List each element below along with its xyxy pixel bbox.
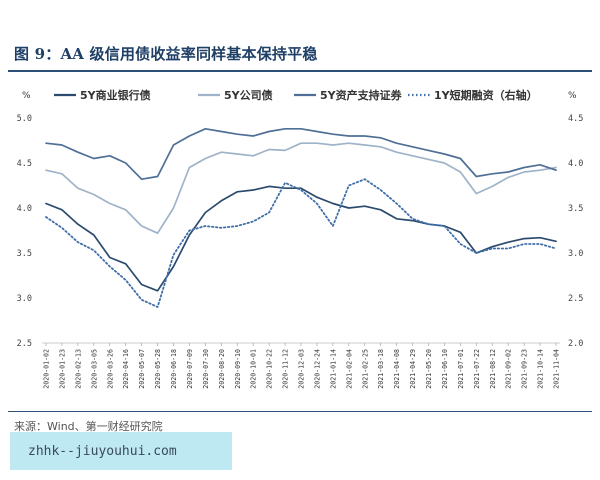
x-tick-label: 2021-07-22 xyxy=(473,349,481,389)
series-line-3 xyxy=(45,127,557,181)
x-tick-label: 2020-12-24 xyxy=(313,349,321,389)
series-line-4 xyxy=(45,178,557,308)
x-tick-label: 2021-08-12 xyxy=(489,349,497,389)
x-tick-label: 2020-07-09 xyxy=(186,349,194,389)
series-layer xyxy=(45,127,557,308)
watermark: zhhk--jiuyouhui.com xyxy=(10,432,232,470)
right-tick-label: 2.5 xyxy=(568,294,583,304)
x-tick-label: 2021-09-02 xyxy=(505,349,513,389)
legend-label: 1Y短期融资（右轴） xyxy=(434,88,538,102)
left-tick-label: 4.0 xyxy=(17,204,32,214)
right-y-axis: 4.5 4.0 3.5 3.0 2.5 2.0 xyxy=(568,114,583,349)
left-axis-unit: % xyxy=(22,91,31,101)
x-tick-label: 2021-02-04 xyxy=(345,349,353,389)
left-y-axis: 5.0 4.5 4.0 3.5 3.0 2.5 xyxy=(17,114,32,349)
x-tick-label: 2020-05-28 xyxy=(154,349,162,389)
x-tick-label: 2021-09-23 xyxy=(521,349,529,389)
x-tick-label: 2021-02-25 xyxy=(361,349,369,389)
source-divider xyxy=(8,411,592,412)
x-tick-label: 2021-05-20 xyxy=(425,349,433,389)
x-axis: 2020-01-02 2020-01-23 2020-02-13 2020-03-05… xyxy=(43,343,561,389)
line-chart: 5Y商业银行债 5Y公司债 5Y资产支持证券 1Y短期融资（右轴） % % 5.0 4.… xyxy=(17,88,584,389)
x-tick-label: 2020-01-02 xyxy=(43,349,51,389)
x-tick-label: 2020-12-03 xyxy=(298,349,306,389)
right-tick-label: 4.0 xyxy=(568,159,583,169)
x-tick-label: 2020-07-30 xyxy=(202,349,210,389)
legend-label: 5Y商业银行债 xyxy=(80,88,151,102)
x-tick-label: 2020-04-16 xyxy=(122,349,130,389)
x-tick-label: 2020-03-26 xyxy=(106,349,114,389)
x-tick-label: 2021-01-14 xyxy=(329,349,337,389)
source-note: 来源：Wind、第一财经研究院 xyxy=(14,420,163,433)
x-tick-label: 2020-09-10 xyxy=(234,349,242,389)
x-tick-label: 2020-08-20 xyxy=(218,349,226,389)
legend-label: 5Y资产支持证券 xyxy=(320,88,403,102)
series-line-1 xyxy=(45,185,557,292)
legend-label: 5Y公司债 xyxy=(224,88,273,102)
x-tick-label: 2020-02-13 xyxy=(74,349,82,389)
x-tick-label: 2020-06-18 xyxy=(170,349,178,389)
x-tick-label: 2021-04-08 xyxy=(393,349,401,389)
title-divider xyxy=(8,70,592,72)
left-tick-label: 4.5 xyxy=(17,159,32,169)
x-tick-label: 2021-04-29 xyxy=(409,349,417,389)
x-tick-label: 2020-10-01 xyxy=(250,349,258,389)
x-tick-label: 2021-03-18 xyxy=(377,349,385,389)
series-line-2 xyxy=(45,142,557,235)
right-axis-unit: % xyxy=(568,91,577,101)
x-tick-label: 2020-03-05 xyxy=(90,349,98,389)
x-tick-label: 2020-01-23 xyxy=(58,349,66,389)
left-tick-label: 2.5 xyxy=(17,339,32,349)
x-tick-label: 2021-10-14 xyxy=(537,349,545,389)
left-tick-label: 3.5 xyxy=(17,249,32,259)
right-tick-label: 3.0 xyxy=(568,249,583,259)
x-tick-label: 2020-10-22 xyxy=(266,349,274,389)
right-tick-label: 2.0 xyxy=(568,339,583,349)
x-tick-label: 2021-07-01 xyxy=(457,349,465,389)
left-tick-label: 3.0 xyxy=(17,294,32,304)
left-tick-label: 5.0 xyxy=(17,114,32,124)
x-tick-label: 2020-11-12 xyxy=(282,349,290,389)
x-tick-label: 2020-05-07 xyxy=(138,349,146,389)
figure-title: 图 9：AA 级信用债收益率同样基本保持平稳 xyxy=(14,45,318,63)
x-tick-label: 2021-11-04 xyxy=(553,349,561,389)
legend: 5Y商业银行债 5Y公司债 5Y资产支持证券 1Y短期融资（右轴） xyxy=(54,88,538,102)
right-tick-label: 3.5 xyxy=(568,204,583,214)
right-tick-label: 4.5 xyxy=(568,114,583,124)
x-tick-label: 2021-06-10 xyxy=(441,349,449,389)
